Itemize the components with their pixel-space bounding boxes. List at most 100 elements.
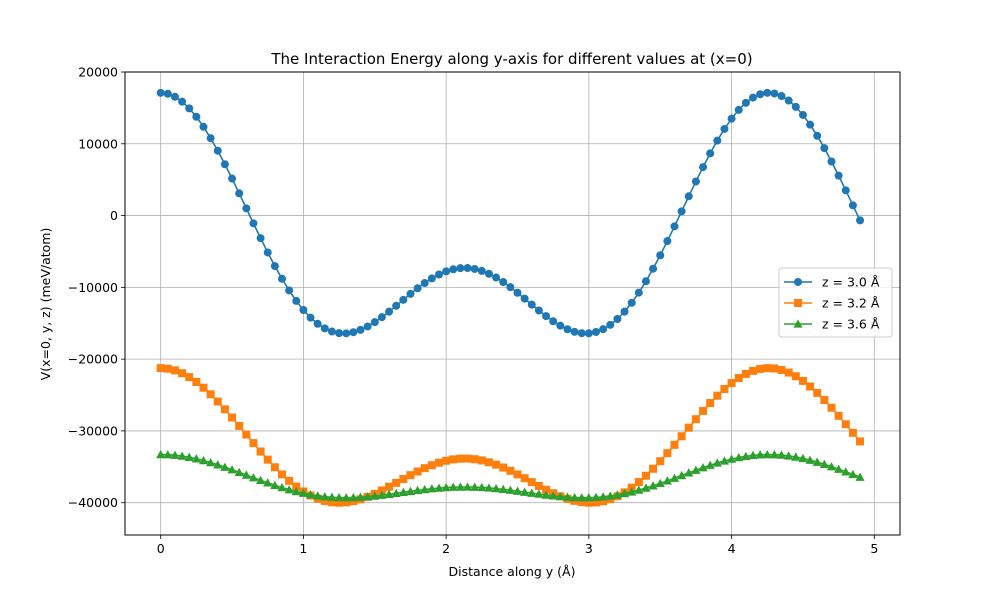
data-point [684, 468, 694, 477]
data-point [670, 222, 679, 231]
data-point [341, 493, 351, 502]
y-tick-label: −20000 [68, 352, 118, 367]
data-point [641, 483, 651, 492]
data-point [484, 458, 493, 467]
data-point [770, 364, 779, 373]
data-point [227, 465, 237, 474]
data-point [520, 487, 530, 496]
data-point [320, 492, 330, 501]
data-point [284, 485, 294, 494]
data-point [342, 498, 351, 507]
data-point [791, 372, 800, 381]
data-point [470, 264, 479, 273]
legend-label: z = 3.0 Å [822, 275, 880, 290]
data-point [170, 450, 180, 459]
data-point [377, 486, 386, 495]
data-point [342, 329, 351, 338]
data-point [670, 440, 679, 449]
x-tick-label: 2 [442, 541, 450, 556]
y-tick-label: 0 [110, 208, 118, 223]
data-point [285, 476, 294, 485]
data-point [412, 485, 423, 495]
data-point [448, 482, 458, 491]
data-point [392, 301, 401, 310]
data-point [220, 405, 229, 414]
data-point [712, 458, 722, 467]
data-point [377, 313, 386, 322]
data-point [784, 96, 793, 105]
data-point [263, 248, 272, 257]
data-point [427, 461, 436, 470]
data-point [756, 364, 765, 373]
data-point [641, 277, 650, 286]
data-point [434, 270, 443, 279]
data-point [562, 492, 573, 501]
data-point [755, 450, 765, 459]
data-point [841, 467, 851, 476]
data-point [784, 451, 794, 460]
data-point [726, 454, 737, 463]
data-point [856, 216, 865, 225]
data-point [613, 314, 622, 323]
data-point [470, 455, 479, 464]
data-point [462, 482, 473, 491]
data-point [542, 485, 551, 494]
data-point [577, 498, 586, 507]
data-point [527, 478, 536, 487]
series-triangle [156, 449, 865, 502]
data-point [791, 102, 800, 111]
data-point [178, 369, 187, 378]
data-point [456, 264, 465, 273]
data-point [384, 489, 394, 498]
data-point [470, 482, 480, 491]
data-point [192, 112, 201, 121]
x-tick-label: 3 [585, 541, 593, 556]
data-point [234, 467, 244, 477]
data-point [385, 307, 394, 316]
data-point [335, 498, 344, 507]
data-point [684, 192, 693, 201]
data-point [856, 437, 865, 446]
data-point [192, 377, 201, 386]
data-point [619, 488, 630, 498]
data-point [491, 483, 501, 493]
legend: z = 3.0 Å z = 3.2 Å z = 3.6 Å [778, 267, 893, 338]
data-point [492, 460, 501, 469]
data-point [734, 373, 743, 382]
data-point [599, 325, 608, 334]
data-point [477, 266, 486, 275]
data-point [385, 482, 394, 491]
data-point [555, 491, 565, 501]
data-point [170, 366, 179, 375]
data-point [442, 267, 451, 276]
data-point [805, 455, 815, 464]
data-point [798, 453, 808, 463]
data-point [848, 469, 858, 479]
data-point [313, 319, 322, 328]
data-point [706, 399, 715, 408]
data-point [663, 237, 672, 246]
data-point [806, 120, 815, 129]
data-point [420, 279, 429, 288]
data-point [277, 274, 286, 283]
data-point [691, 415, 700, 424]
data-point [855, 472, 865, 481]
data-point [277, 470, 286, 479]
data-point [841, 420, 850, 429]
data-point [292, 296, 301, 305]
data-point [277, 482, 287, 492]
data-point [727, 114, 736, 123]
data-point [170, 92, 179, 101]
data-point [584, 493, 594, 502]
data-point [784, 368, 793, 377]
data-point [734, 452, 744, 462]
data-point [820, 396, 829, 405]
data-point [684, 423, 693, 432]
data-point [705, 460, 715, 469]
data-point [398, 487, 408, 497]
data-point [270, 463, 279, 472]
data-point [727, 379, 736, 388]
data-point [520, 294, 529, 303]
data-point [242, 204, 251, 213]
data-point [620, 307, 629, 316]
